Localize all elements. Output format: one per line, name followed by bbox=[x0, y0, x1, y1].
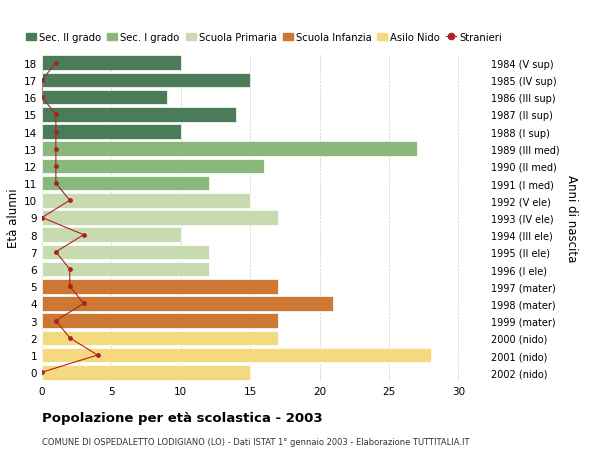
Text: Popolazione per età scolastica - 2003: Popolazione per età scolastica - 2003 bbox=[42, 411, 323, 424]
Bar bbox=[42, 262, 209, 277]
Bar bbox=[42, 228, 181, 242]
Y-axis label: Anni di nascita: Anni di nascita bbox=[565, 174, 578, 262]
Legend: Sec. II grado, Sec. I grado, Scuola Primaria, Scuola Infanzia, Asilo Nido, Stran: Sec. II grado, Sec. I grado, Scuola Prim… bbox=[22, 29, 506, 47]
Bar bbox=[42, 313, 278, 328]
Bar bbox=[42, 280, 278, 294]
Bar bbox=[42, 108, 236, 123]
Bar bbox=[42, 194, 250, 208]
Bar bbox=[42, 211, 278, 225]
Bar bbox=[42, 91, 167, 105]
Bar bbox=[42, 365, 250, 380]
Text: COMUNE DI OSPEDALETTO LODIGIANO (LO) - Dati ISTAT 1° gennaio 2003 - Elaborazione: COMUNE DI OSPEDALETTO LODIGIANO (LO) - D… bbox=[42, 437, 470, 446]
Bar bbox=[42, 331, 278, 345]
Bar bbox=[42, 297, 334, 311]
Bar bbox=[42, 159, 264, 174]
Bar bbox=[42, 348, 431, 363]
Bar bbox=[42, 245, 209, 260]
Bar bbox=[42, 125, 181, 140]
Bar bbox=[42, 176, 209, 191]
Bar bbox=[42, 142, 416, 157]
Y-axis label: Età alunni: Età alunni bbox=[7, 188, 20, 248]
Bar bbox=[42, 56, 181, 71]
Bar bbox=[42, 73, 250, 88]
